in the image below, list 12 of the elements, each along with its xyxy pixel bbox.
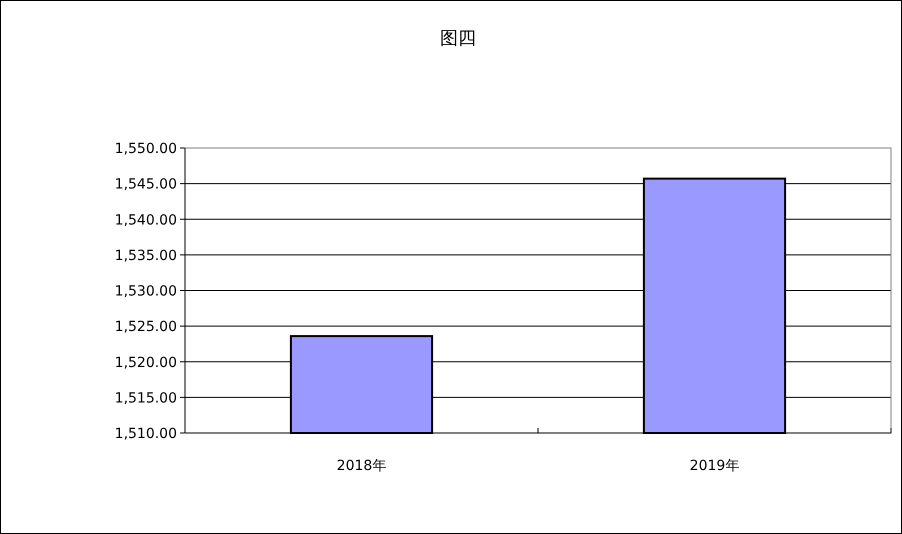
chart-title: 图四 <box>440 28 476 49</box>
y-tick-label: 1,545.00 <box>114 176 177 193</box>
x-tick-label: 2018年 <box>336 458 386 474</box>
x-tick-label: 2019年 <box>690 458 740 474</box>
y-tick-label: 1,510.00 <box>114 426 177 442</box>
y-tick-label: 1,515.00 <box>114 390 177 406</box>
y-tick-label: 1,535.00 <box>114 248 177 264</box>
y-tick-label: 1,540.00 <box>114 212 177 228</box>
y-tick-label: 1,530.00 <box>114 284 177 300</box>
y-tick-label: 1,550.00 <box>114 141 177 157</box>
y-tick-label: 1,525.00 <box>114 319 177 336</box>
y-tick-label: 1,520.00 <box>114 354 177 371</box>
